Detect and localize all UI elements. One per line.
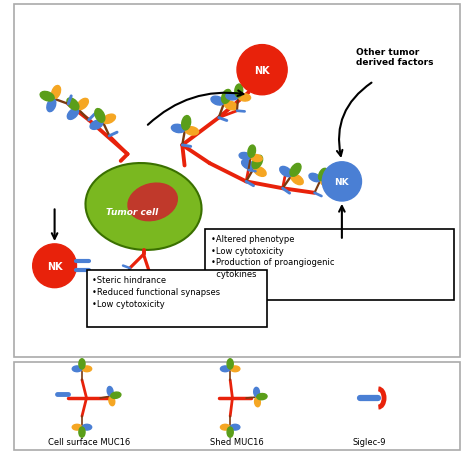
FancyBboxPatch shape xyxy=(14,362,460,450)
Text: Tumor cell: Tumor cell xyxy=(106,207,158,216)
Ellipse shape xyxy=(90,121,103,130)
Circle shape xyxy=(322,162,362,202)
Ellipse shape xyxy=(119,280,128,292)
Circle shape xyxy=(237,46,287,96)
Ellipse shape xyxy=(109,396,115,406)
Text: Shed MUC16: Shed MUC16 xyxy=(210,437,264,446)
FancyBboxPatch shape xyxy=(14,5,460,357)
Ellipse shape xyxy=(220,425,230,430)
Ellipse shape xyxy=(77,99,88,110)
Ellipse shape xyxy=(67,99,79,111)
Ellipse shape xyxy=(226,93,238,101)
Ellipse shape xyxy=(230,366,240,372)
Ellipse shape xyxy=(242,160,254,170)
Ellipse shape xyxy=(220,366,230,372)
Text: Cell surface MUC16: Cell surface MUC16 xyxy=(48,437,130,446)
Ellipse shape xyxy=(125,279,137,287)
Ellipse shape xyxy=(291,175,303,185)
Ellipse shape xyxy=(227,427,233,437)
Ellipse shape xyxy=(252,156,263,169)
Ellipse shape xyxy=(319,169,328,181)
Ellipse shape xyxy=(235,85,243,98)
Text: NK: NK xyxy=(335,177,349,187)
Ellipse shape xyxy=(290,164,301,177)
Ellipse shape xyxy=(82,366,91,372)
Ellipse shape xyxy=(257,394,267,400)
Ellipse shape xyxy=(79,427,85,437)
Ellipse shape xyxy=(103,115,116,124)
Ellipse shape xyxy=(239,153,251,160)
Ellipse shape xyxy=(320,179,332,187)
Ellipse shape xyxy=(155,282,166,289)
Ellipse shape xyxy=(238,95,251,102)
Ellipse shape xyxy=(85,164,201,250)
Ellipse shape xyxy=(114,275,125,283)
Text: Siglec-9: Siglec-9 xyxy=(353,437,386,446)
Ellipse shape xyxy=(67,109,79,120)
Ellipse shape xyxy=(128,184,177,221)
Ellipse shape xyxy=(144,286,155,293)
Ellipse shape xyxy=(251,155,262,162)
FancyBboxPatch shape xyxy=(205,230,454,300)
Ellipse shape xyxy=(72,425,82,430)
Ellipse shape xyxy=(248,146,255,158)
Ellipse shape xyxy=(40,92,54,102)
Text: Other tumor
derived factors: Other tumor derived factors xyxy=(356,48,433,67)
Ellipse shape xyxy=(280,167,292,177)
Ellipse shape xyxy=(111,392,121,399)
Ellipse shape xyxy=(255,397,260,407)
Circle shape xyxy=(33,244,76,288)
Ellipse shape xyxy=(82,425,91,430)
Ellipse shape xyxy=(185,127,199,136)
Ellipse shape xyxy=(254,388,259,397)
Ellipse shape xyxy=(52,86,61,99)
Text: NK: NK xyxy=(254,66,270,76)
Ellipse shape xyxy=(172,125,185,133)
Ellipse shape xyxy=(222,90,231,104)
Ellipse shape xyxy=(227,359,233,369)
Ellipse shape xyxy=(224,101,237,111)
Text: NK: NK xyxy=(47,261,63,271)
Ellipse shape xyxy=(254,167,266,177)
Ellipse shape xyxy=(107,387,113,396)
FancyBboxPatch shape xyxy=(87,271,267,328)
Ellipse shape xyxy=(95,109,105,123)
Ellipse shape xyxy=(309,174,320,182)
Text: •Altered phenotype
•Low cytotoxicity
•Production of proangiogenic
  cytokines: •Altered phenotype •Low cytotoxicity •Pr… xyxy=(210,234,334,278)
Text: •Steric hindrance
•Reduced functional synapses
•Low cytotoxicity: •Steric hindrance •Reduced functional sy… xyxy=(92,276,220,308)
Ellipse shape xyxy=(211,97,224,106)
Ellipse shape xyxy=(182,116,191,131)
Ellipse shape xyxy=(47,99,56,112)
Ellipse shape xyxy=(153,287,161,299)
Ellipse shape xyxy=(79,359,85,369)
Ellipse shape xyxy=(72,366,82,372)
Ellipse shape xyxy=(230,425,240,430)
